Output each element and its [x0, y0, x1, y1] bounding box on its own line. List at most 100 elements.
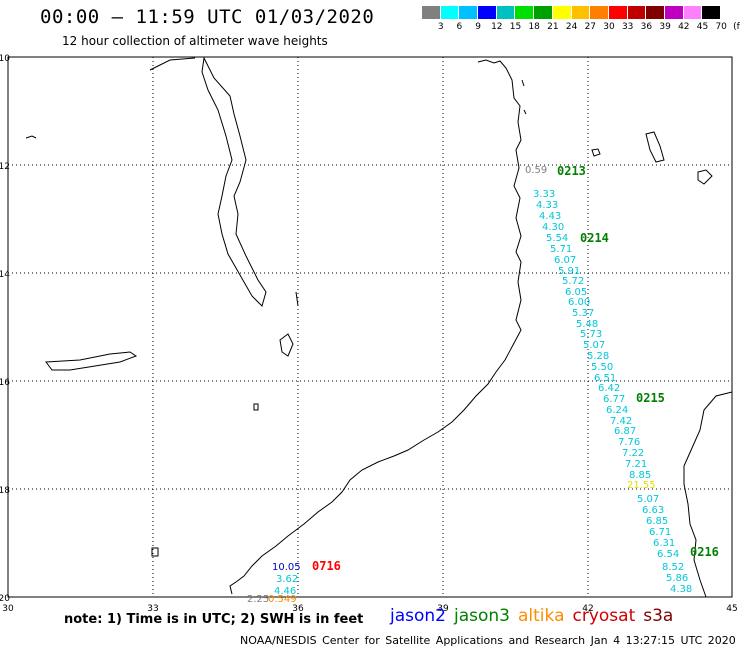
pass-time-label: 0214	[580, 231, 609, 245]
wave-height-label: 7.22	[622, 448, 644, 459]
longitude-label: 36	[292, 604, 304, 614]
wave-height-label: 6.85	[646, 516, 668, 527]
note-text: note: 1) Time is in UTC; 2) SWH is in fe…	[64, 612, 364, 627]
color-scale-label: 39	[659, 22, 671, 32]
wave-height-label: 0.549	[268, 594, 297, 605]
small-island-3	[253, 403, 259, 411]
satellite-legend-item: jason3	[454, 606, 510, 626]
wave-height-label: 2.25	[247, 594, 269, 605]
wave-height-label: 5.71	[550, 244, 572, 255]
wave-height-label: 6.07	[554, 255, 576, 266]
wave-height-label: 6.42	[598, 383, 620, 394]
color-scale-label: 45	[696, 22, 709, 32]
color-scale-label: 18	[528, 22, 540, 32]
wave-height-label: 5.91	[558, 266, 580, 277]
small-island-5	[521, 79, 525, 87]
longitude-label: 30	[2, 604, 14, 614]
small-island-2	[151, 547, 159, 557]
color-swatch	[534, 6, 553, 19]
color-swatch	[590, 6, 609, 19]
small-lake-outline	[279, 333, 294, 357]
latitude-label: -10	[0, 54, 10, 64]
latitude-label: -18	[0, 486, 10, 496]
color-scale-label: 27	[584, 22, 597, 32]
wave-height-label: 5.07	[637, 494, 659, 505]
coastlines	[25, 56, 733, 598]
small-island-1	[25, 135, 37, 139]
color-scale-label: 21	[547, 22, 559, 32]
longitude-label: 39	[437, 604, 449, 614]
color-swatch	[608, 6, 628, 19]
wave-height-label: 6.51	[594, 373, 616, 384]
wave-height-label: 6.71	[649, 527, 671, 538]
comoros-island-2	[697, 169, 713, 185]
wave-height-label: 8.85	[629, 470, 651, 481]
wave-height-label: 5.72	[562, 276, 584, 287]
wave-height-label: 8.52	[662, 562, 684, 573]
observation-labels: 0.59 3.334.334.434.305.545.716.075.915.72…	[247, 165, 692, 605]
wave-height-label: 0.59	[525, 165, 547, 176]
credit-text: NOAA/NESDIS Center for Satellite Applica…	[240, 634, 736, 647]
pass-time-label: 0216	[690, 545, 719, 559]
satellite-legend-item: s3a	[643, 606, 674, 626]
pass-labels: 0213 0214 0215 0216 0716	[312, 164, 719, 573]
pass-time-label: 0215	[636, 391, 665, 405]
wave-height-label: 3.33	[533, 189, 555, 200]
wave-height-label: 5.48	[576, 319, 598, 330]
pass-time-label: 0716	[312, 559, 341, 573]
comoros-island-1	[645, 131, 665, 163]
color-swatch	[646, 6, 665, 19]
color-scale-label: 12	[491, 22, 503, 32]
longitude-label: 42	[582, 604, 593, 614]
latitude-label: -12	[0, 162, 10, 172]
color-scale-label: 70	[715, 22, 727, 32]
wave-height-label: 6.31	[653, 538, 675, 549]
color-swatch	[571, 6, 591, 19]
map-title: 00:00 – 11:59 UTC 01/03/2020	[40, 6, 375, 28]
wave-height-label: 6.87	[614, 426, 636, 437]
satellite-legend-item: cryosat	[572, 606, 636, 626]
wave-height-label: 7.21	[625, 459, 647, 470]
color-scale-label: 24	[565, 22, 578, 32]
color-scale-label: 30	[603, 22, 615, 32]
lake-malawi-outline	[201, 56, 267, 307]
lake-west-shore	[149, 57, 196, 71]
color-swatch	[496, 6, 516, 19]
comoros-island-3	[591, 148, 601, 157]
wave-height-label: 4.33	[536, 200, 558, 211]
madagascar-coastline	[683, 391, 733, 598]
wave-height-label: 7.76	[618, 437, 640, 448]
wave-height-label: 5.50	[591, 362, 613, 373]
longitude-label: 45	[726, 604, 737, 614]
color-swatch	[683, 6, 703, 19]
color-swatch	[664, 6, 684, 19]
color-swatch	[440, 6, 460, 19]
wave-height-label: 5.37	[572, 308, 594, 319]
map-subtitle: 12 hour collection of altimeter wave hei…	[62, 34, 328, 48]
map-frame	[7, 56, 733, 598]
latitude-label: -20	[0, 594, 10, 604]
color-swatch	[515, 6, 535, 19]
color-swatch	[627, 6, 647, 19]
satellite-legend-item: altika	[518, 606, 565, 626]
wave-height-label: 5.28	[587, 351, 609, 362]
wave-height-label: 5.54	[546, 233, 568, 244]
color-swatch	[459, 6, 479, 19]
mozambique-coastline	[229, 59, 522, 595]
wave-height-label: 5.07	[583, 340, 605, 351]
color-swatch	[478, 6, 497, 19]
wave-height-label: 4.46	[274, 586, 296, 597]
wave-height-label: 4.30	[542, 222, 564, 233]
color-swatch	[422, 6, 441, 19]
color-scale-label: 42	[678, 22, 690, 32]
wave-height-label: 7.42	[610, 416, 632, 427]
color-swatch	[702, 6, 721, 19]
small-island-4	[295, 291, 299, 307]
latitude-label: -16	[0, 378, 10, 388]
satellite-legend: jason2 jason3 altika cryosat s3a	[390, 606, 673, 626]
satellite-legend-item: jason2	[390, 606, 446, 626]
pass-time-label: 0213	[557, 164, 586, 178]
